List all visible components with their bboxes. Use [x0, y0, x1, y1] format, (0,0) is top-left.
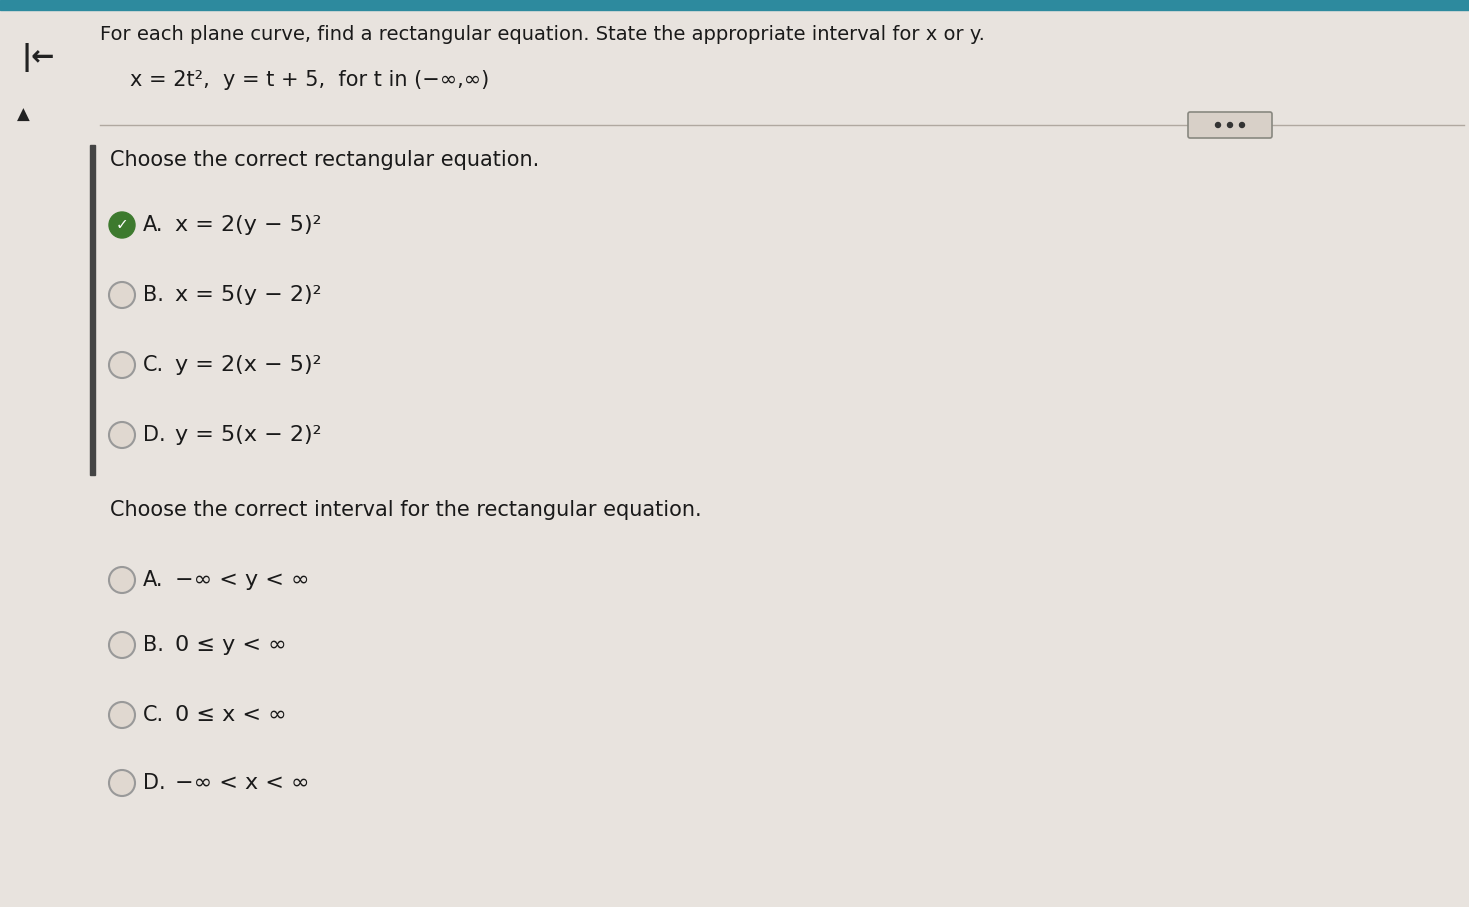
Text: B.: B.	[142, 635, 165, 655]
Circle shape	[109, 632, 135, 658]
Text: |←: |←	[22, 44, 56, 73]
Text: For each plane curve, find a rectangular equation. State the appropriate interva: For each plane curve, find a rectangular…	[100, 25, 984, 44]
Circle shape	[109, 212, 135, 238]
Text: y = 5(x − 2)²: y = 5(x − 2)²	[175, 425, 322, 445]
Text: ✓: ✓	[116, 218, 128, 232]
Text: x = 5(y − 2)²: x = 5(y − 2)²	[175, 285, 322, 305]
Text: x = 2(y − 5)²: x = 2(y − 5)²	[175, 215, 322, 235]
Bar	[0, 0, 1469, 10]
Circle shape	[109, 422, 135, 448]
Circle shape	[1228, 122, 1232, 128]
Text: y = 2(x − 5)²: y = 2(x − 5)²	[175, 355, 322, 375]
Text: D.: D.	[142, 773, 166, 793]
Text: A.: A.	[142, 570, 163, 590]
Circle shape	[109, 567, 135, 593]
Text: −∞ < x < ∞: −∞ < x < ∞	[175, 773, 310, 793]
Text: Choose the correct rectangular equation.: Choose the correct rectangular equation.	[110, 150, 539, 170]
Text: D.: D.	[142, 425, 166, 445]
Circle shape	[109, 282, 135, 308]
Text: 0 ≤ y < ∞: 0 ≤ y < ∞	[175, 635, 286, 655]
Text: Choose the correct interval for the rectangular equation.: Choose the correct interval for the rect…	[110, 500, 702, 520]
Bar	[90, 145, 95, 475]
Text: C.: C.	[142, 705, 165, 725]
Text: B.: B.	[142, 285, 165, 305]
Circle shape	[109, 702, 135, 728]
Text: −∞ < y < ∞: −∞ < y < ∞	[175, 570, 310, 590]
Text: x = 2t²,  y = t + 5,  for t in (−∞,∞): x = 2t², y = t + 5, for t in (−∞,∞)	[129, 70, 489, 90]
FancyBboxPatch shape	[1188, 112, 1272, 138]
Text: C.: C.	[142, 355, 165, 375]
Text: ▲: ▲	[18, 106, 29, 124]
Circle shape	[1215, 122, 1221, 128]
Circle shape	[109, 352, 135, 378]
Text: A.: A.	[142, 215, 163, 235]
Circle shape	[109, 770, 135, 796]
Circle shape	[1240, 122, 1244, 128]
Text: 0 ≤ x < ∞: 0 ≤ x < ∞	[175, 705, 286, 725]
